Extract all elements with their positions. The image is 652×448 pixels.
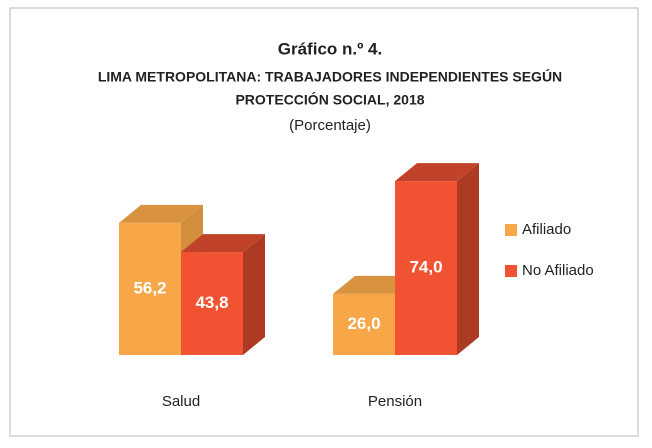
unit-label: (Porcentaje) bbox=[289, 117, 371, 134]
legend-label: No Afiliado bbox=[522, 262, 594, 279]
bar bbox=[395, 181, 457, 355]
data-label: 43,8 bbox=[195, 293, 228, 312]
bar bbox=[333, 293, 395, 355]
data-label: 26,0 bbox=[347, 314, 380, 333]
bar-top bbox=[395, 163, 479, 182]
data-label: 74,0 bbox=[409, 258, 442, 277]
bar-side bbox=[243, 234, 265, 355]
bar-side bbox=[457, 163, 479, 355]
legend-swatch bbox=[505, 224, 517, 236]
chart-title: Gráfico n.º 4. bbox=[278, 39, 382, 58]
frame bbox=[9, 7, 639, 437]
x-tick-label: Pensión bbox=[368, 393, 422, 410]
bar-top bbox=[119, 204, 203, 223]
chart-subtitle: LIMA METROPOLITANA: TRABAJADORES INDEPEN… bbox=[98, 68, 562, 85]
data-label: 56,2 bbox=[133, 278, 166, 297]
x-tick-label: Salud bbox=[162, 393, 200, 410]
bar bbox=[181, 252, 243, 355]
legend-label: Afiliado bbox=[522, 221, 571, 238]
bar bbox=[119, 222, 181, 355]
legend-swatch bbox=[505, 265, 517, 277]
chart-subtitle: PROTECCIÓN SOCIAL, 2018 bbox=[235, 91, 424, 108]
bar-top bbox=[181, 234, 265, 253]
